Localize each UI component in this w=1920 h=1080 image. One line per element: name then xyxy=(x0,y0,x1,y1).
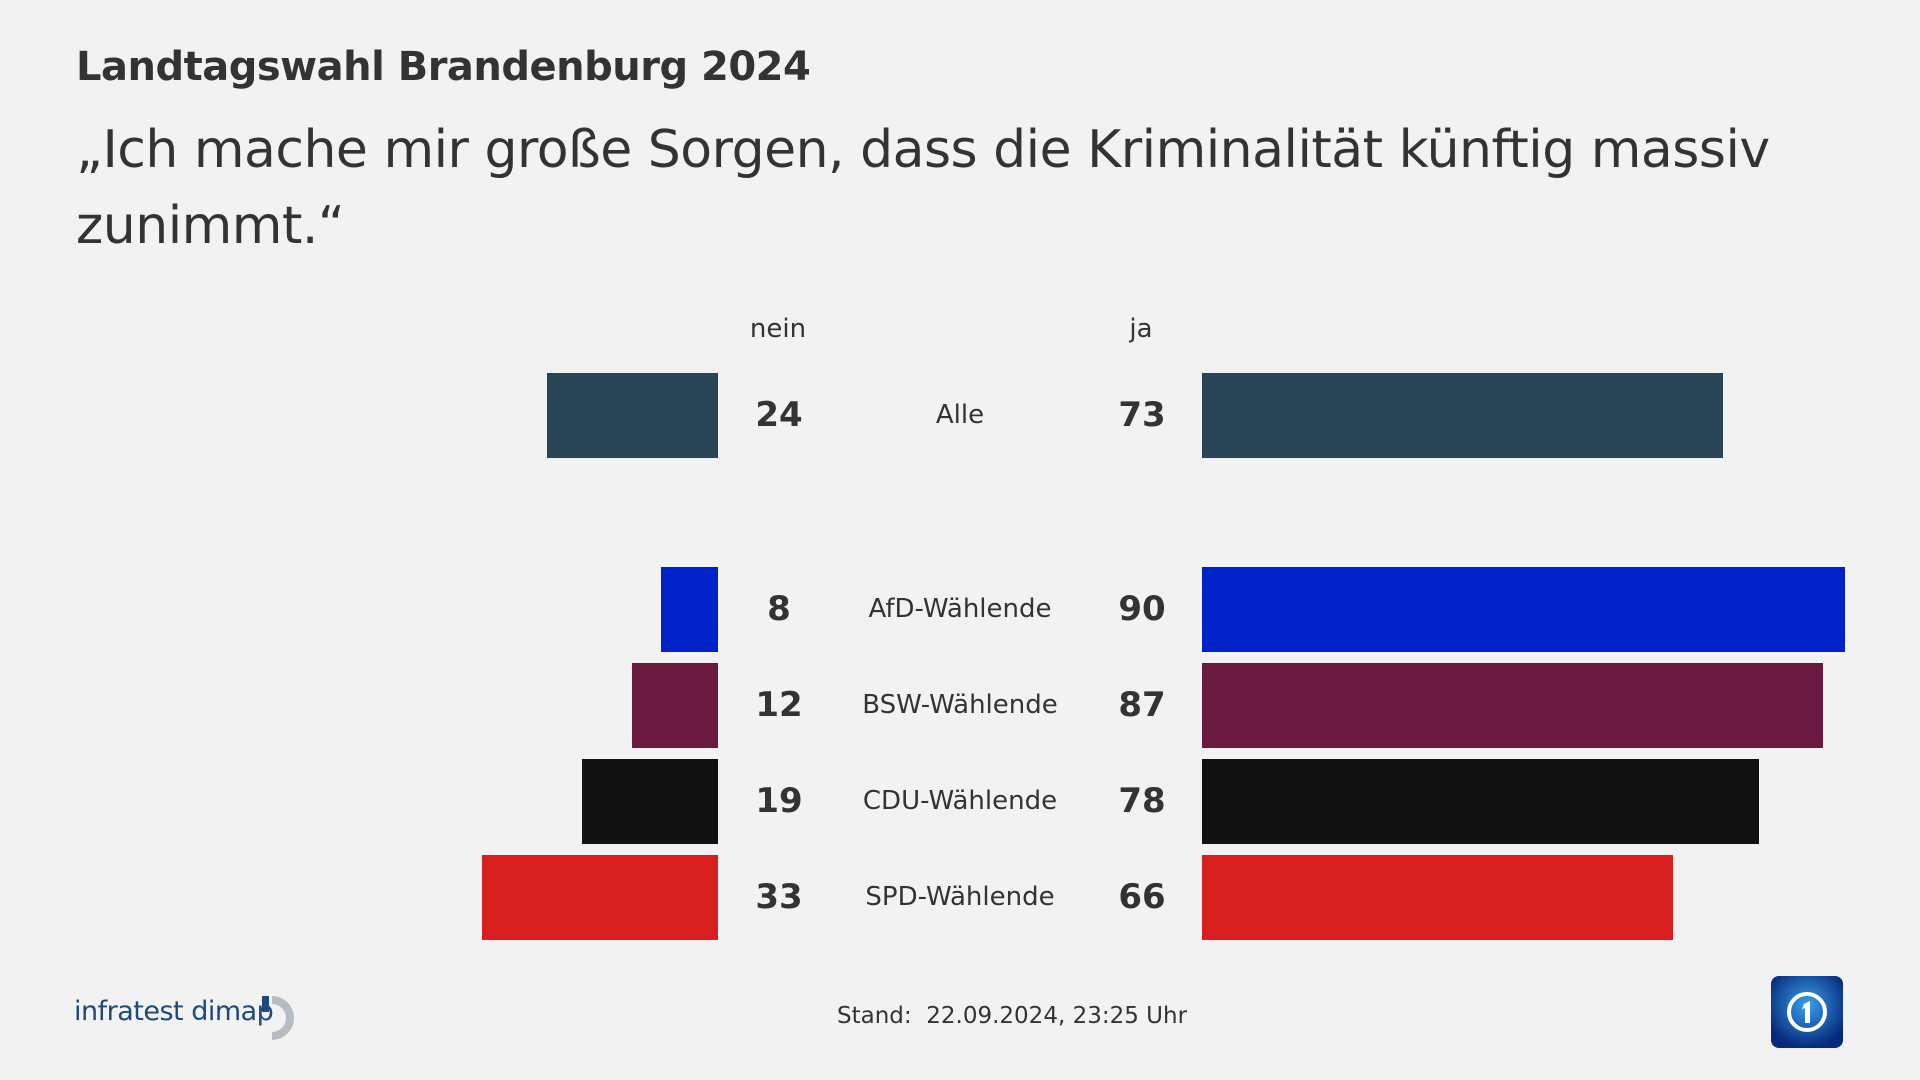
infratest-dimap-logo-mark xyxy=(262,996,294,1040)
chart-title: Landtagswahl Brandenburg 2024 xyxy=(76,44,811,90)
value-nein: 19 xyxy=(755,781,803,821)
category-label: AfD-Wählende xyxy=(868,594,1052,624)
value-ja: 90 xyxy=(1118,589,1166,629)
bar-nein xyxy=(482,855,718,940)
stand-timestamp: Stand: 22.09.2024, 23:25 Uhr xyxy=(837,1003,1188,1029)
bar-nein xyxy=(660,567,718,652)
column-header-ja: ja xyxy=(1129,314,1153,344)
value-nein: 12 xyxy=(755,685,803,725)
bar-nein xyxy=(632,663,718,748)
bar-ja xyxy=(1202,855,1674,940)
bar-ja xyxy=(1202,759,1759,844)
value-ja: 87 xyxy=(1118,685,1166,725)
category-label: Alle xyxy=(935,400,985,430)
column-header-nein: nein xyxy=(749,314,807,344)
bar-ja xyxy=(1202,567,1845,652)
bar-ja xyxy=(1202,373,1724,458)
ard-logo-icon xyxy=(1771,976,1843,1048)
bar-nein xyxy=(582,759,718,844)
infratest-dimap-logo: infratest dimap xyxy=(74,996,274,1027)
value-ja: 78 xyxy=(1118,781,1166,821)
value-ja: 66 xyxy=(1118,877,1166,917)
bar-ja xyxy=(1202,663,1824,748)
chart-subtitle: „Ich mache mir große Sorgen, dass die Kr… xyxy=(76,120,1770,256)
value-nein: 24 xyxy=(755,395,803,435)
value-nein: 33 xyxy=(755,877,803,917)
category-label: CDU-Wählende xyxy=(862,786,1058,816)
value-nein: 8 xyxy=(767,589,791,629)
category-label: SPD-Wählende xyxy=(865,882,1055,912)
bar-nein xyxy=(546,373,718,458)
value-ja: 73 xyxy=(1118,395,1166,435)
category-label: BSW-Wählende xyxy=(862,690,1058,720)
